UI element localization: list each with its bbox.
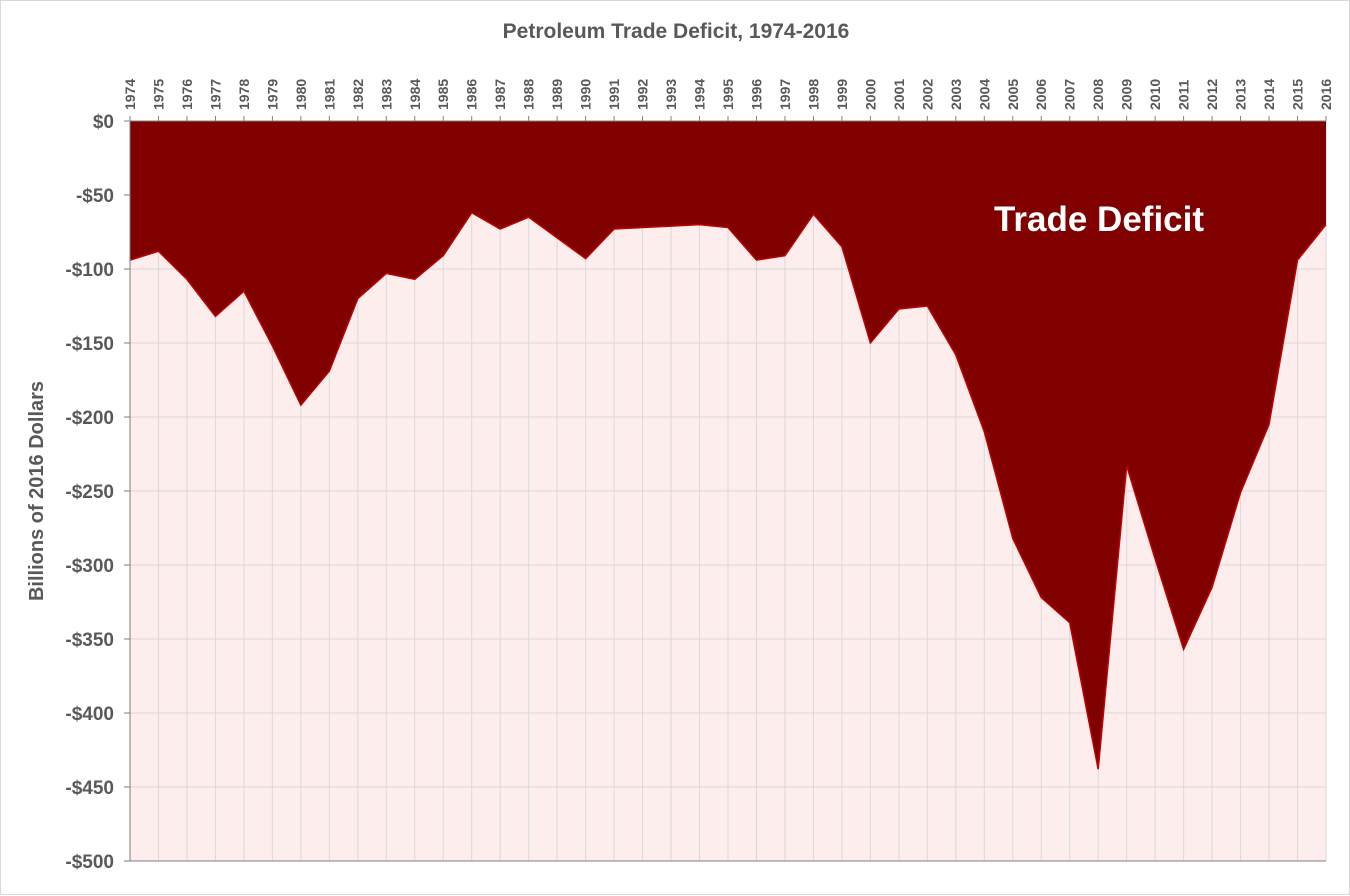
x-tick-label: 2013: [1233, 79, 1249, 110]
x-tick-label: 2005: [1005, 79, 1021, 110]
y-tick-label: -$450: [65, 778, 114, 799]
y-tick-label: $0: [93, 112, 114, 133]
x-tick-label: 2000: [862, 79, 878, 110]
y-axis-label: Billions of 2016 Dollars: [26, 381, 48, 601]
x-tick-label: 2008: [1090, 79, 1106, 110]
x-tick-label: 2011: [1176, 79, 1192, 110]
y-tick-labels: $0 -$50 -$100 -$150 -$200 -$250 -$300 -$350 -$40…: [65, 112, 114, 873]
y-tick-label: -$350: [65, 630, 114, 651]
x-tick-label: 2007: [1062, 79, 1078, 110]
x-tick-label: 1999: [834, 79, 850, 110]
trade-deficit-annotation: Trade Deficit: [994, 200, 1204, 239]
x-tick-label: 1987: [492, 79, 508, 110]
x-tick-label: 1994: [692, 79, 708, 110]
x-tick-label: 2010: [1147, 79, 1163, 110]
x-tick-label: 1988: [521, 79, 537, 110]
x-tick-label: 1983: [378, 79, 394, 110]
y-tick-label: -$250: [65, 482, 114, 503]
x-tick-label: 1991: [606, 79, 622, 110]
x-tick-label: 1974: [122, 79, 138, 110]
x-tick-label: 1997: [777, 79, 793, 110]
x-tick-label: 2014: [1261, 79, 1277, 110]
x-tick-label: 1986: [464, 79, 480, 110]
x-tick-label: 1989: [549, 79, 565, 110]
x-tick-label: 1976: [179, 79, 195, 110]
x-tick-label: 1996: [748, 79, 764, 110]
x-tick-label: 1984: [407, 79, 423, 110]
x-tick-label: 1982: [350, 79, 366, 110]
x-tick-label: 2006: [1033, 79, 1049, 110]
x-tick-label: 2015: [1290, 79, 1306, 110]
y-tick-label: -$50: [76, 186, 114, 207]
x-tick-label: 1993: [663, 79, 679, 110]
x-tick-label: 1975: [150, 79, 166, 110]
y-tick-label: -$200: [65, 408, 114, 429]
x-tick-label: 1977: [207, 79, 223, 110]
x-tick-label: 2001: [891, 79, 907, 110]
x-tick-label: 1990: [578, 79, 594, 110]
x-tick-label: 1995: [720, 79, 736, 110]
x-tick-label: 2004: [976, 79, 992, 110]
x-tick-label: 1978: [236, 79, 252, 110]
y-tick-label: -$300: [65, 556, 114, 577]
y-tick-label: -$150: [65, 334, 114, 355]
y-tick-label: -$400: [65, 704, 114, 725]
x-tick-label: 2012: [1204, 79, 1220, 110]
x-tick-label: 1980: [293, 79, 309, 110]
x-tick-label: 2003: [948, 79, 964, 110]
x-tick-label: 1979: [264, 79, 280, 110]
x-tick-label: 1992: [635, 79, 651, 110]
x-tick-label: 2016: [1318, 79, 1334, 110]
y-tick-label: -$100: [65, 260, 114, 281]
chart-title: Petroleum Trade Deficit, 1974-2016: [503, 20, 850, 43]
x-tick-labels: 1974 1975 1976 1977 1978 1979 1980 1981 1982 1983…: [122, 79, 1334, 110]
x-tick-label: 2002: [919, 79, 935, 110]
y-tick-label: -$500: [65, 852, 114, 873]
x-tick-label: 1981: [321, 79, 337, 110]
x-tick-label: 1985: [435, 79, 451, 110]
x-tick-label: 2009: [1119, 79, 1135, 110]
x-tick-label: 1998: [805, 79, 821, 110]
